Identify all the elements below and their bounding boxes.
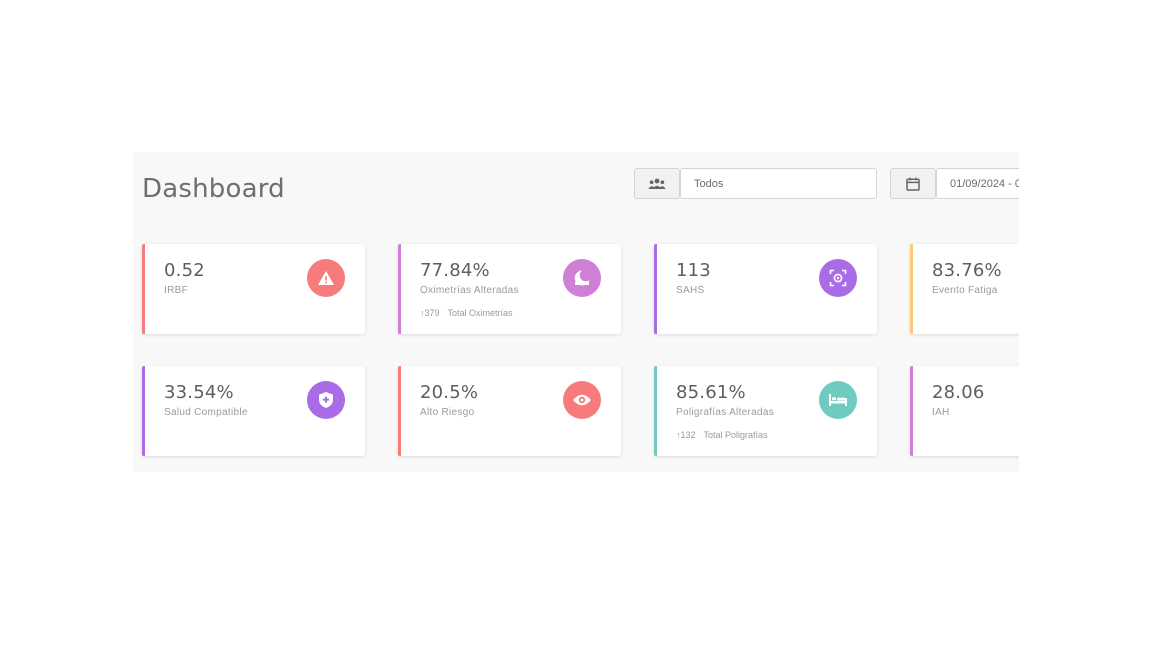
card-poligrafias[interactable]: 85.61% Poligrafías Alteradas ↑132 Total P…: [654, 366, 877, 456]
bed-icon: [819, 381, 857, 419]
card-alto-riesgo[interactable]: 20.5% Alto Riesgo: [398, 366, 621, 456]
sleep-icon: [563, 259, 601, 297]
card-value: 77.84%: [420, 260, 490, 281]
card-evento-fatiga[interactable]: 83.76% Evento Fatiga: [910, 244, 1019, 334]
dashboard-panel: Dashboard Todos 01/09/2024 - 0 0.52 IRBF: [133, 152, 1019, 472]
eye-icon: [563, 381, 601, 419]
arrow-up-icon: ↑: [420, 308, 425, 318]
card-accent-bar: [398, 366, 401, 456]
card-accent-bar: [142, 244, 145, 334]
card-iah[interactable]: 28.06 IAH: [910, 366, 1019, 456]
card-accent-bar: [142, 366, 145, 456]
card-oximetrias[interactable]: 77.84% Oximetrías Alteradas ↑379 Total Ox…: [398, 244, 621, 334]
card-value: 85.61%: [676, 382, 746, 403]
warning-icon: [307, 259, 345, 297]
arrow-up-icon: ↑: [676, 430, 681, 440]
card-footer-label: Total Poligrafías: [703, 430, 768, 440]
shield-icon: [307, 381, 345, 419]
date-range-button[interactable]: [890, 168, 936, 199]
card-accent-bar: [398, 244, 401, 334]
date-range-input[interactable]: 01/09/2024 - 0: [936, 168, 1019, 199]
calendar-icon: [906, 177, 920, 191]
card-value: 33.54%: [164, 382, 234, 403]
card-value: 113: [676, 260, 711, 281]
card-label: IRBF: [164, 285, 188, 296]
card-salud-compatible[interactable]: 33.54% Salud Compatible: [142, 366, 365, 456]
card-value: 20.5%: [420, 382, 479, 403]
group-select[interactable]: Todos: [680, 168, 877, 199]
card-footer-value: 132: [680, 430, 696, 440]
card-footer: ↑379 Total Oximetrías: [420, 308, 513, 318]
card-label: Oximetrías Alteradas: [420, 285, 519, 296]
group-filter-button[interactable]: [634, 168, 680, 199]
card-footer: ↑132 Total Poligrafías: [676, 430, 768, 440]
card-label: Alto Riesgo: [420, 407, 475, 418]
card-accent-bar: [910, 244, 913, 334]
card-value: 0.52: [164, 260, 205, 281]
card-irbf[interactable]: 0.52 IRBF: [142, 244, 365, 334]
users-icon: [648, 178, 666, 189]
card-footer-value: 379: [424, 308, 440, 318]
card-label: Poligrafías Alteradas: [676, 407, 775, 418]
card-value: 83.76%: [932, 260, 1002, 281]
card-accent-bar: [654, 244, 657, 334]
card-label: Salud Compatible: [164, 407, 248, 418]
card-label: Evento Fatiga: [932, 285, 998, 296]
card-accent-bar: [910, 366, 913, 456]
card-label: IAH: [932, 407, 950, 418]
page-title: Dashboard: [142, 174, 285, 204]
card-footer-label: Total Oximetrías: [447, 308, 513, 318]
focus-icon: [819, 259, 857, 297]
card-sahs[interactable]: 113 SAHS: [654, 244, 877, 334]
card-accent-bar: [654, 366, 657, 456]
card-label: SAHS: [676, 285, 705, 296]
card-value: 28.06: [932, 382, 985, 403]
